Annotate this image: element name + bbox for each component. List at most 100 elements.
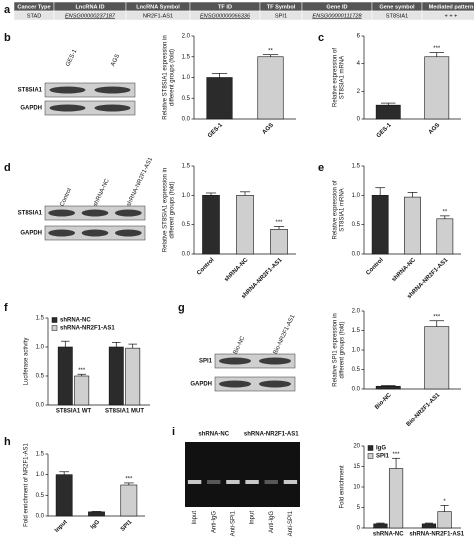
blot-band	[49, 104, 86, 112]
bar	[371, 195, 389, 255]
y-tick-label: 4	[357, 61, 361, 67]
blot-row-label: GAPDH	[20, 106, 42, 112]
lane-label: Bio-NR2F1-AS1	[273, 313, 297, 355]
y-tick-label: 0.0	[182, 252, 191, 258]
y-tick-label: 2.0	[182, 34, 191, 40]
blot-band	[219, 357, 251, 365]
bar	[74, 375, 90, 406]
gel-band	[264, 480, 278, 484]
bar	[375, 385, 401, 390]
blot-band	[114, 209, 142, 217]
y-axis-label: different groups (fold)	[340, 322, 346, 379]
gel	[185, 442, 300, 507]
lane-label: Anti-IgG	[269, 511, 275, 533]
significance: **	[268, 48, 273, 54]
significance: *	[443, 499, 446, 505]
y-tick-label: 1.5	[36, 452, 45, 458]
bar	[424, 56, 450, 120]
table-header: TF Symbol	[267, 4, 296, 10]
y-tick-label: 0.0	[182, 117, 191, 123]
bar	[424, 326, 450, 390]
y-tick-label: 5	[357, 505, 361, 511]
panel-label: g	[178, 302, 185, 314]
x-tick-label: Bio-NC	[374, 392, 393, 411]
y-axis-label: Relative ST8SIA1 expression in	[163, 35, 169, 119]
panel-label: c	[318, 32, 324, 44]
lane-label: AGS	[110, 53, 121, 67]
x-tick-label: Control	[196, 257, 216, 277]
legend-swatch	[367, 445, 374, 451]
legend-swatch	[367, 453, 374, 459]
significance: ***	[125, 477, 133, 483]
bar	[421, 523, 437, 529]
table-value: + + +	[445, 13, 458, 19]
y-tick-label: 0.5	[182, 222, 191, 228]
table-value: SPI1	[275, 13, 287, 19]
lane-label: Anti-IgG	[211, 511, 217, 533]
blot-row-label: ST8SIA1	[18, 88, 43, 94]
y-tick-label: 1.5	[352, 328, 361, 334]
y-tick-label: 0.0	[352, 387, 361, 393]
x-tick-label: Control	[365, 257, 385, 277]
y-tick-label: 0.5	[352, 222, 361, 228]
bar	[388, 468, 404, 529]
table-value: ENSG00000237187	[65, 13, 116, 19]
y-tick-label: 2.0	[352, 309, 361, 315]
legend-label: IgG	[376, 446, 386, 452]
y-axis-label: Relative SPI1 expression in	[333, 313, 339, 386]
lane-label: Input	[250, 511, 256, 525]
panel-label: d	[4, 162, 11, 174]
x-tick-label: shRNA-NC	[373, 532, 404, 538]
y-tick-label: 15	[353, 464, 360, 470]
table-header: LncRNA ID	[75, 4, 104, 10]
lane-label: GES-1	[65, 48, 78, 67]
bar	[257, 56, 284, 120]
y-tick-label: 0.0	[36, 514, 45, 520]
table-header: LncRNA Symbol	[136, 4, 180, 10]
blot-band	[114, 229, 142, 237]
bar	[437, 511, 452, 529]
panel-label: f	[4, 302, 8, 314]
x-tick-label: AGS	[262, 122, 275, 135]
lane-label: Anti-SPI1	[230, 510, 236, 536]
y-tick-label: 20	[353, 444, 360, 450]
table-header: Gene ID	[326, 4, 347, 10]
table-header: TF ID	[218, 4, 232, 10]
panel-label: a	[4, 4, 11, 16]
gel-band	[283, 480, 298, 484]
blot-row-label: GAPDH	[20, 231, 42, 237]
table-value: ENSG00000111728	[312, 13, 362, 19]
lane-label: Anti-SPI1	[288, 510, 294, 536]
blot-band	[48, 229, 75, 237]
bar	[120, 484, 138, 517]
table-value: ST8SIA1	[386, 13, 408, 19]
blot-band	[49, 86, 86, 94]
blot-band	[94, 86, 131, 94]
significance: **	[442, 209, 447, 215]
x-tick-label: SPI1	[120, 519, 134, 533]
gel-band	[207, 480, 221, 484]
y-tick-label: 1.0	[182, 193, 191, 199]
bar	[57, 346, 73, 406]
legend-swatch	[51, 325, 58, 331]
legend-swatch	[51, 317, 58, 323]
x-tick-label: Input	[54, 519, 69, 534]
bar	[270, 229, 288, 255]
y-tick-label: 6	[357, 34, 361, 40]
y-axis-label: ST8SIA1 mRNA	[340, 56, 346, 99]
significance: ***	[433, 46, 441, 52]
table-value: NR2F1-AS1	[143, 13, 173, 19]
y-axis-label: Fold enrichment of NR2F1-AS1	[24, 442, 30, 526]
gel-band	[187, 480, 202, 484]
blot-band	[259, 357, 291, 365]
bar	[436, 218, 454, 255]
significance: ***	[275, 220, 283, 226]
x-tick-label: IgG	[90, 519, 102, 531]
bar	[88, 511, 105, 517]
table-value: STAD	[27, 13, 42, 19]
table-header: Mediated pattern	[429, 4, 474, 10]
bar	[404, 196, 421, 255]
blot-band	[219, 380, 251, 388]
panel-label: b	[4, 32, 11, 44]
y-tick-label: 0.0	[352, 252, 361, 258]
